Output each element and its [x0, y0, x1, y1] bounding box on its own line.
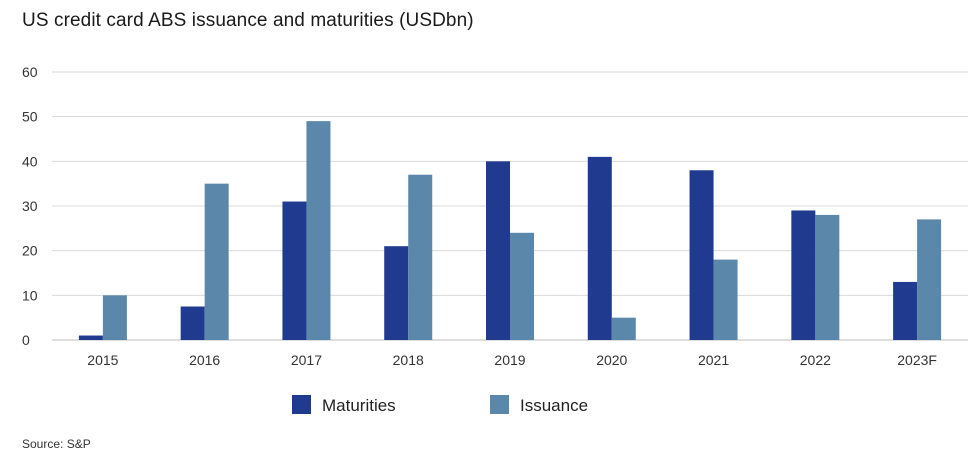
bar-issuance-2022	[815, 214, 840, 340]
bar-maturities-2015	[78, 335, 103, 340]
y-tick-label: 30	[22, 198, 38, 214]
y-tick-label: 50	[22, 109, 38, 125]
bar-maturities-2022	[791, 210, 816, 340]
x-tick-label: 2015	[87, 352, 118, 368]
x-tick-label: 2022	[800, 352, 831, 368]
source-note: Source: S&P	[22, 437, 91, 451]
bar-issuance-2021	[713, 259, 738, 340]
legend-label-issuance: Issuance	[520, 396, 588, 415]
y-tick-label: 60	[22, 64, 38, 80]
legend: Maturities Issuance	[292, 395, 588, 415]
x-tick-label: 2021	[698, 352, 729, 368]
bar-issuance-2016	[204, 183, 229, 340]
bar-maturities-2019	[486, 161, 510, 340]
y-axis-ticks: 0 10 20 30 40 50 60	[22, 64, 38, 348]
bar-issuance-2015	[102, 295, 127, 340]
bar-issuance-2020	[611, 317, 636, 340]
bar-maturities-2020	[587, 156, 612, 340]
x-tick-label: 2019	[494, 352, 525, 368]
bar-issuance-2017	[306, 121, 331, 340]
bar-maturities-2018	[384, 246, 409, 340]
chart-title: US credit card ABS issuance and maturiti…	[22, 10, 474, 31]
bar-issuance-2023F	[917, 219, 942, 340]
x-tick-label: 2016	[189, 352, 220, 368]
bar-maturities-2016	[180, 306, 205, 340]
x-tick-label: 2020	[596, 352, 627, 368]
y-tick-label: 10	[22, 287, 38, 303]
y-tick-label: 0	[22, 332, 30, 348]
bar-maturities-2017	[282, 201, 307, 340]
x-axis-ticks: 2015 2016 2017 2018 2019 2020 2021 2022 2023F	[87, 352, 937, 368]
x-tick-label: 2018	[393, 352, 424, 368]
x-tick-label: 2023F	[897, 352, 937, 368]
legend-swatch-maturities	[292, 395, 311, 414]
y-tick-label: 40	[22, 153, 38, 169]
bar-maturities-2021	[689, 170, 714, 340]
bar-issuance-2019	[510, 232, 534, 340]
legend-swatch-issuance	[490, 395, 509, 414]
y-tick-label: 20	[22, 243, 38, 259]
x-tick-label: 2017	[291, 352, 322, 368]
bars	[78, 121, 942, 340]
bar-maturities-2023F	[893, 281, 918, 340]
legend-label-maturities: Maturities	[322, 396, 396, 415]
bar-issuance-2018	[408, 174, 433, 340]
